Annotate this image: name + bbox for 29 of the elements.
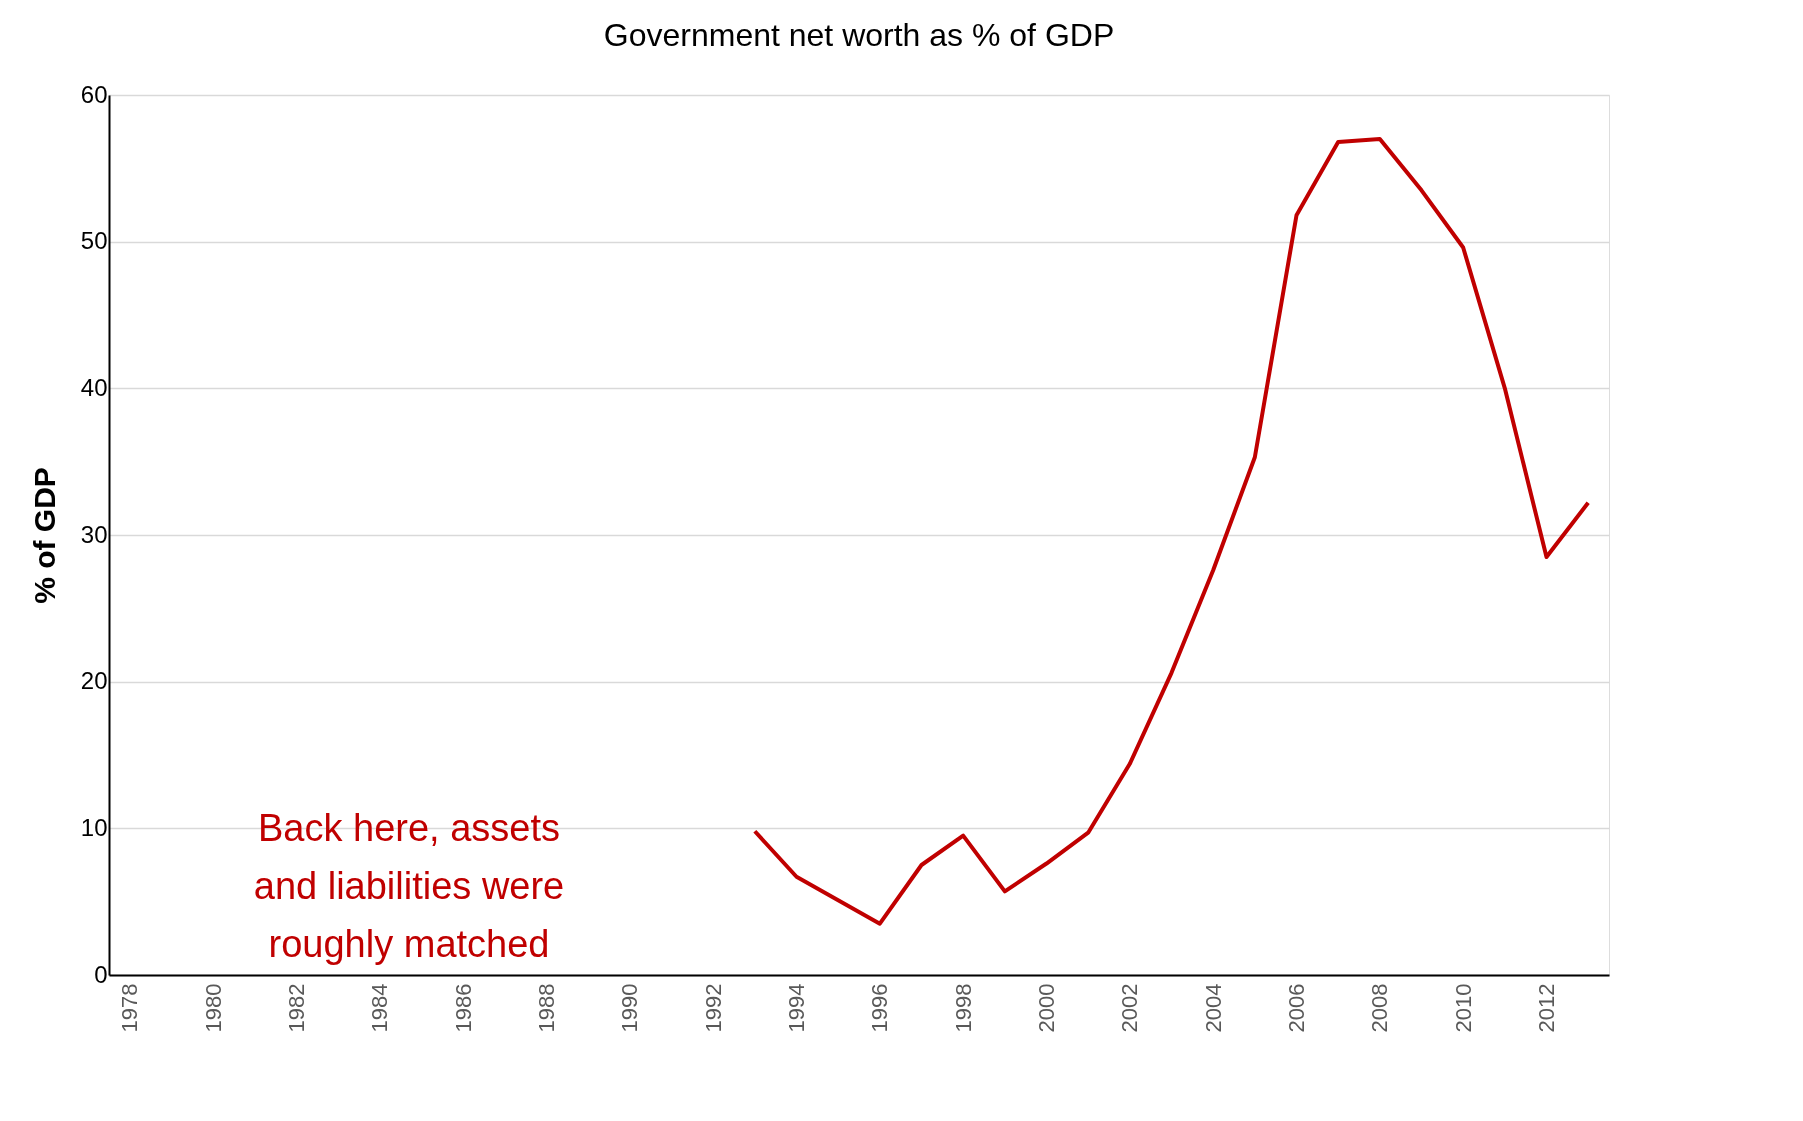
x-tick-label: 1994 — [784, 983, 809, 1033]
y-tick-label: 20 — [80, 667, 108, 695]
line-series — [752, 137, 1591, 926]
y-tick-label: 0 — [94, 960, 108, 988]
x-tick-label: 1980 — [200, 983, 226, 1033]
y-tick-label: 60 — [80, 80, 108, 108]
x-tick-label: 2006 — [1284, 983, 1309, 1033]
x-tick-label: 1988 — [534, 983, 559, 1033]
x-tick-label: 2008 — [1367, 983, 1393, 1033]
y-tick-label: 50 — [80, 227, 108, 255]
x-tick-label: 2012 — [1534, 983, 1559, 1033]
y-tick-label: 40 — [80, 373, 108, 401]
x-tick-label: 2010 — [1450, 983, 1476, 1033]
x-tick-label: 2002 — [1117, 983, 1143, 1033]
chart-title: Government net worth as % of GDP — [603, 17, 1115, 53]
x-tick-label: 1996 — [867, 983, 893, 1033]
x-tick-label: 2000 — [1034, 983, 1059, 1033]
x-tick-label: 1986 — [450, 983, 476, 1033]
annotation: Back here, assets and liabilities were roughly matched — [253, 806, 565, 965]
x-tick-label: 2004 — [1200, 983, 1226, 1033]
x-tick-label: 1984 — [367, 983, 393, 1033]
x-tick-label: 1982 — [284, 983, 309, 1033]
x-tick-label: 1990 — [617, 983, 643, 1033]
y-axis-title: % of GDP — [27, 467, 61, 604]
x-tick-label: 1978 — [117, 983, 143, 1033]
y-tick-label: 30 — [80, 520, 108, 548]
y-tick-label: 10 — [80, 813, 108, 841]
x-tick-label: 1998 — [950, 983, 976, 1033]
x-tick-label: 1992 — [700, 983, 726, 1033]
